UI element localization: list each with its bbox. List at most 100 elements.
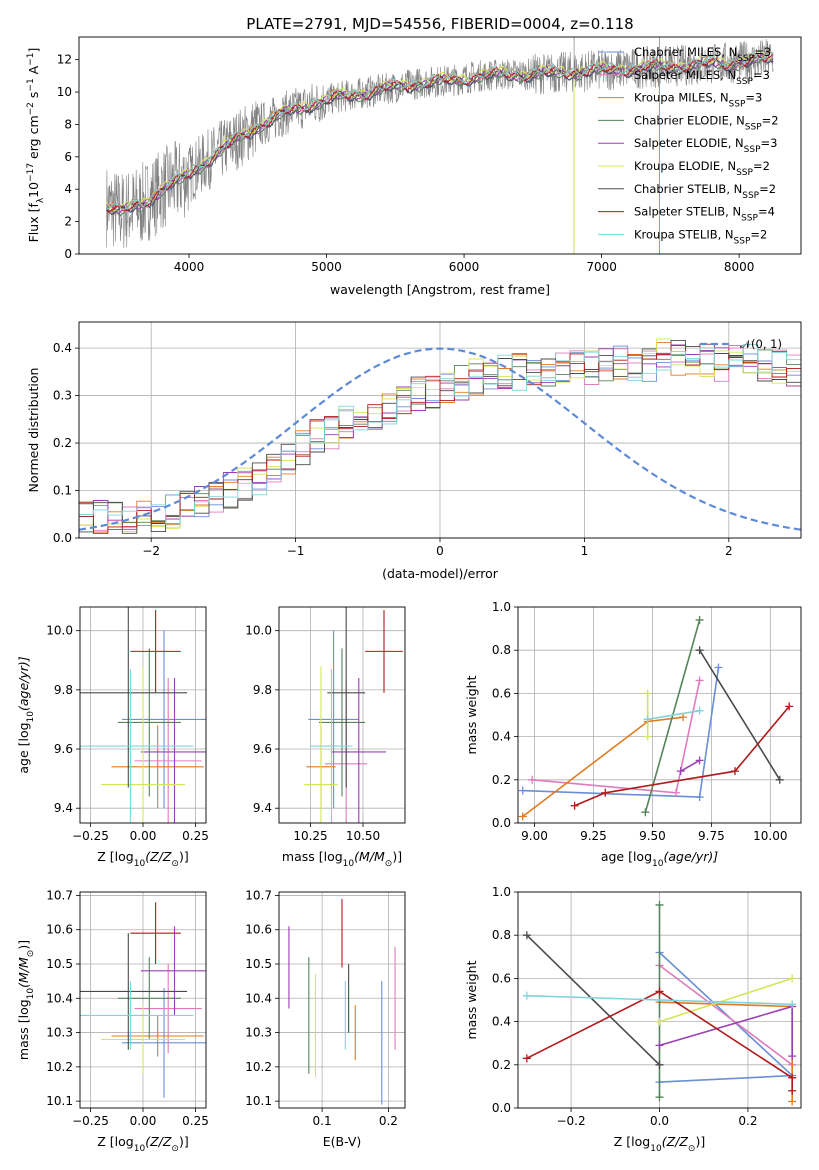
- axes-frame: [78, 36, 802, 255]
- x-tick-label: 9.75: [698, 829, 725, 843]
- series-marker-chabrier_elodie: [641, 808, 650, 817]
- x-tick-label: 1: [581, 544, 589, 558]
- x-tick-label: 7000: [586, 260, 617, 274]
- y-tick-label: 8: [64, 117, 72, 131]
- series-marker-kroupa_stelib: [788, 1000, 797, 1009]
- y-tick-label: 0.8: [492, 643, 511, 657]
- plot-area: [80, 607, 206, 823]
- x-tick-label: 10.50: [346, 829, 380, 843]
- series-marker-kroupa_stelib: [643, 715, 652, 724]
- age-z-axes: −0.25 0.00 0.25 9.4 9.6 9.8 10.0 Z [log10(Z/Z⊙)…: [16, 606, 209, 869]
- spectrum-legend: Chabrier MILES, NSSP=3 Salpeter MILES, NS…: [598, 45, 779, 246]
- series-marker-salpeter_stelib: [570, 801, 579, 810]
- series-marker-salpeter_stelib: [788, 1073, 797, 1082]
- series-marker-kroupa_miles: [518, 812, 527, 821]
- series-marker-chabrier_elodie: [655, 1093, 664, 1102]
- x-axis-label: Z [log10(Z/Z⊙)]: [97, 849, 188, 869]
- y-tick-label: 10.1: [245, 1094, 272, 1108]
- series-marker-salpeter_elodie: [788, 1052, 797, 1061]
- ticks: 4000 5000 6000 7000 8000 0 2 4 6 8 10 12: [57, 53, 755, 274]
- y-tick-label: 0.2: [53, 436, 72, 450]
- series-marker-salpeter_stelib: [655, 987, 664, 996]
- x-tick-label: 0: [436, 544, 444, 558]
- y-axis-label: Flux [fλ10−17 erg cm−2 s−1 A−1]: [26, 48, 46, 243]
- y-tick-label: 10.0: [46, 624, 73, 638]
- weight-age-axes: 9.00 9.25 9.50 9.75 10.00 0.0 0.2 0.4 0.6 0.8 1.0 a…: [464, 600, 802, 869]
- y-tick-label: 10.5: [46, 957, 73, 971]
- y-tick-label: 0.3: [53, 389, 72, 403]
- series-line-chabrier_stelib: [526, 934, 661, 1066]
- series-marker-kroupa_elodie: [643, 689, 652, 698]
- y-tick-label: 10.6: [245, 923, 272, 937]
- ticks: −0.25 0.00 0.25 9.4 9.6 9.8 10.0: [46, 624, 209, 843]
- series-marker-salpeter_stelib: [785, 702, 794, 711]
- legend-label-chabrier_elodie: Chabrier ELODIE, NSSP=2: [634, 113, 779, 132]
- axes-frame: [79, 891, 207, 1109]
- model-spectrum-salpeter_elodie: [106, 52, 774, 214]
- plot-area: [518, 892, 801, 1108]
- y-axis-label: mass [log10(M/M⊙)]: [16, 940, 36, 1060]
- histogram-kroupa_stelib: [79, 344, 801, 538]
- y-tick-label: 12: [57, 53, 72, 67]
- y-tick-label: 9.6: [54, 742, 73, 756]
- y-tick-label: 0.6: [492, 686, 511, 700]
- series-marker-salpeter_miles: [672, 788, 681, 797]
- y-axis-label: mass weight: [464, 960, 479, 1039]
- mass-z-axes: −0.25 0.00 0.25 10.1 10.2 10.3 10.4 10.5 10.6 10.…: [16, 888, 209, 1154]
- y-tick-label: 2: [64, 215, 72, 229]
- age-mass-axes: 10.25 10.50 9.4 9.6 9.8 10.0 mass [log10(M/M⊙)…: [245, 606, 406, 869]
- ticks: −0.2 0.0 0.2 0.0 0.2 0.4 0.6 0.8 1.0: [492, 885, 758, 1128]
- legend-label-salpeter_stelib: Salpeter STELIB, NSSP=4: [634, 205, 775, 224]
- series-marker-chabrier_miles: [518, 786, 527, 795]
- series-line-salpeter_elodie: [680, 759, 700, 772]
- x-tick-label: 2: [725, 544, 733, 558]
- series-marker-chabrier_stelib: [522, 931, 531, 940]
- series-line-salpeter_stelib: [574, 705, 790, 807]
- legend-label-salpeter_elodie: Salpeter ELODIE, NSSP=3: [634, 136, 777, 155]
- legend-label-kroupa_miles: Kroupa MILES, NSSP=3: [634, 91, 762, 110]
- series-marker-salpeter_stelib: [730, 767, 739, 776]
- y-tick-label: 9.4: [253, 801, 272, 815]
- legend-label-normal: 𝒩(0, 1): [740, 337, 782, 351]
- y-tick-label: 9.4: [54, 801, 73, 815]
- series-marker-chabrier_stelib: [655, 1060, 664, 1069]
- ticks: −0.25 0.00 0.25 10.1 10.2 10.3 10.4 10.5 10.6 10.…: [46, 888, 209, 1128]
- series-marker-chabrier_stelib: [695, 646, 704, 655]
- series-marker-chabrier_elodie: [655, 900, 664, 909]
- legend-label-chabrier_stelib: Chabrier STELIB, NSSP=2: [634, 182, 776, 201]
- model-spectrum-kroupa_stelib: [106, 51, 774, 210]
- series-marker-salpeter_elodie: [655, 1041, 664, 1050]
- plot-area: [279, 607, 405, 823]
- ticks: 10.25 10.50 9.4 9.6 9.8 10.0: [245, 624, 380, 843]
- legend-label-kroupa_stelib: Kroupa STELIB, NSSP=2: [634, 227, 767, 246]
- y-tick-label: 9.6: [253, 742, 272, 756]
- series-marker-kroupa_miles: [788, 1097, 797, 1106]
- series-marker-kroupa_stelib: [695, 706, 704, 715]
- y-tick-label: 10.7: [46, 888, 73, 902]
- y-axis-label: age [log10(age/yr)]: [16, 656, 36, 773]
- axes-frame: [517, 606, 802, 824]
- x-tick-label: −0.2: [556, 1114, 585, 1128]
- series-line-chabrier_stelib: [698, 649, 781, 781]
- series-marker-salpeter_elodie: [676, 767, 685, 776]
- series-marker-salpeter_stelib: [788, 1086, 797, 1095]
- y-tick-label: 10.2: [46, 1060, 73, 1074]
- y-tick-label: 6: [64, 150, 72, 164]
- x-tick-label: 9.00: [521, 829, 548, 843]
- y-tick-label: 10.5: [245, 957, 272, 971]
- series-marker-kroupa_elodie: [643, 732, 652, 741]
- x-tick-label: 0.1: [313, 1114, 332, 1128]
- series-marker-chabrier_elodie: [695, 615, 704, 624]
- y-tick-label: 0.1: [53, 484, 72, 498]
- x-tick-label: −2: [142, 544, 160, 558]
- model-spectrum-kroupa_elodie: [106, 50, 774, 212]
- y-tick-label: 0.2: [492, 773, 511, 787]
- legend-label-salpeter_miles: Salpeter MILES, NSSP=3: [634, 68, 770, 87]
- ticks: −2 −1 0 1 2 0.0 0.1 0.2 0.3 0.4: [53, 341, 733, 558]
- plot-area: [80, 892, 206, 1108]
- y-tick-label: 0.6: [492, 971, 511, 985]
- y-tick-label: 10.3: [46, 1026, 73, 1040]
- series-marker-salpeter_stelib: [522, 1054, 531, 1063]
- data-spectrum: [106, 38, 774, 248]
- x-tick-label: 0.25: [182, 1114, 209, 1128]
